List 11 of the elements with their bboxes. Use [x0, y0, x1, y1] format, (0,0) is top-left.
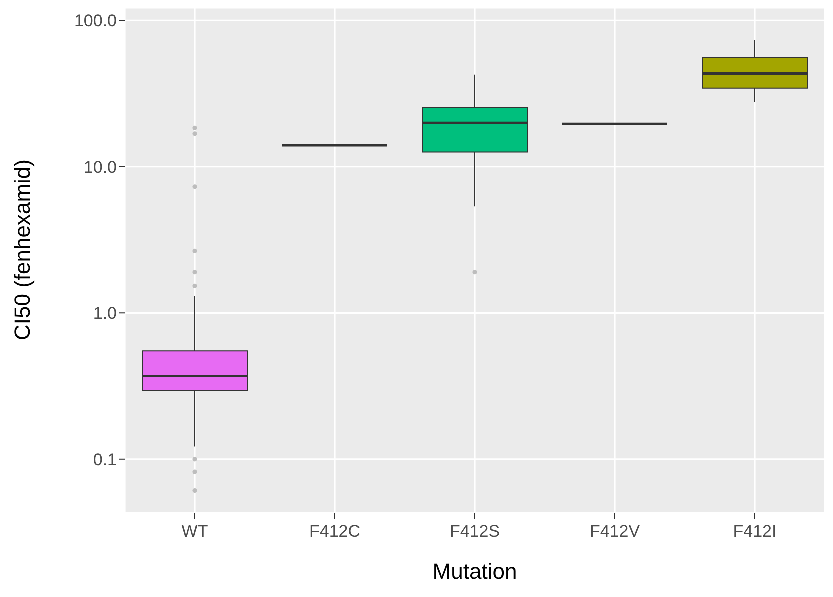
x-tick-label: F412V: [590, 522, 641, 542]
x-tick-label: WT: [182, 522, 208, 542]
y-axis-title: CI50 (fenhexamid): [10, 160, 35, 340]
y-tick-label: 1.0: [93, 304, 117, 324]
x-tick-label: F412C: [309, 522, 361, 542]
y-tick-label: 0.1: [93, 450, 117, 470]
y-tick-label: 100.0: [74, 12, 117, 31]
x-tick-label: F412S: [450, 522, 500, 542]
x-axis-title: Mutation: [432, 559, 518, 584]
x-tick-label: F412I: [733, 522, 777, 542]
y-tick-label: 10.0: [84, 158, 117, 177]
